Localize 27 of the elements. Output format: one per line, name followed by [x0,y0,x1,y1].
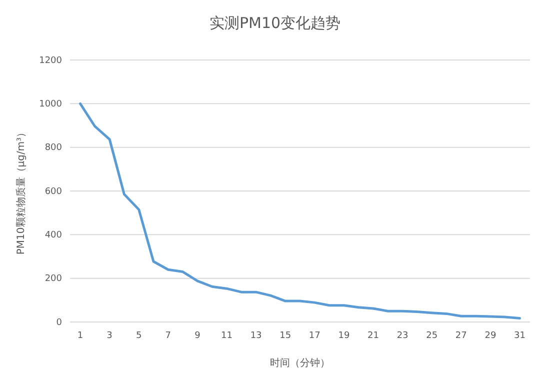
x-tick-label: 5 [136,331,142,341]
x-tick-label: 25 [426,331,438,341]
x-tick-label: 9 [194,331,201,341]
x-tick-label: 11 [221,331,232,341]
x-tick-label: 13 [250,331,262,341]
x-tick-label: 15 [280,331,292,341]
line-series [79,102,521,320]
y-tick-label: 0 [56,318,62,328]
x-tick-label: 17 [308,331,320,341]
y-tick-label: 600 [44,186,62,197]
x-tick-label: 7 [165,331,172,341]
x-tick-label: 19 [338,331,350,341]
x-tick-label: 1 [77,331,84,341]
y-tick-label: 1200 [39,56,62,66]
y-tick-label: 200 [44,274,62,284]
y-tick-label: 1000 [39,100,62,110]
y-tick-label: 400 [44,230,62,241]
x-tick-label: 31 [514,331,526,341]
x-tick-label: 27 [455,331,467,341]
x-tick-label: 21 [368,331,379,341]
chart-title: 实测PM10变化趋势 [209,14,341,32]
x-tick-label: 29 [484,331,496,341]
y-tick-label: 800 [44,143,62,154]
x-axis-title: 时间（分钟） [270,357,330,369]
x-tick-label: 3 [106,331,112,341]
y-axis-title: PM10颗粒物质量（μg/m³） [15,127,27,255]
x-tick-label: 23 [396,331,408,341]
